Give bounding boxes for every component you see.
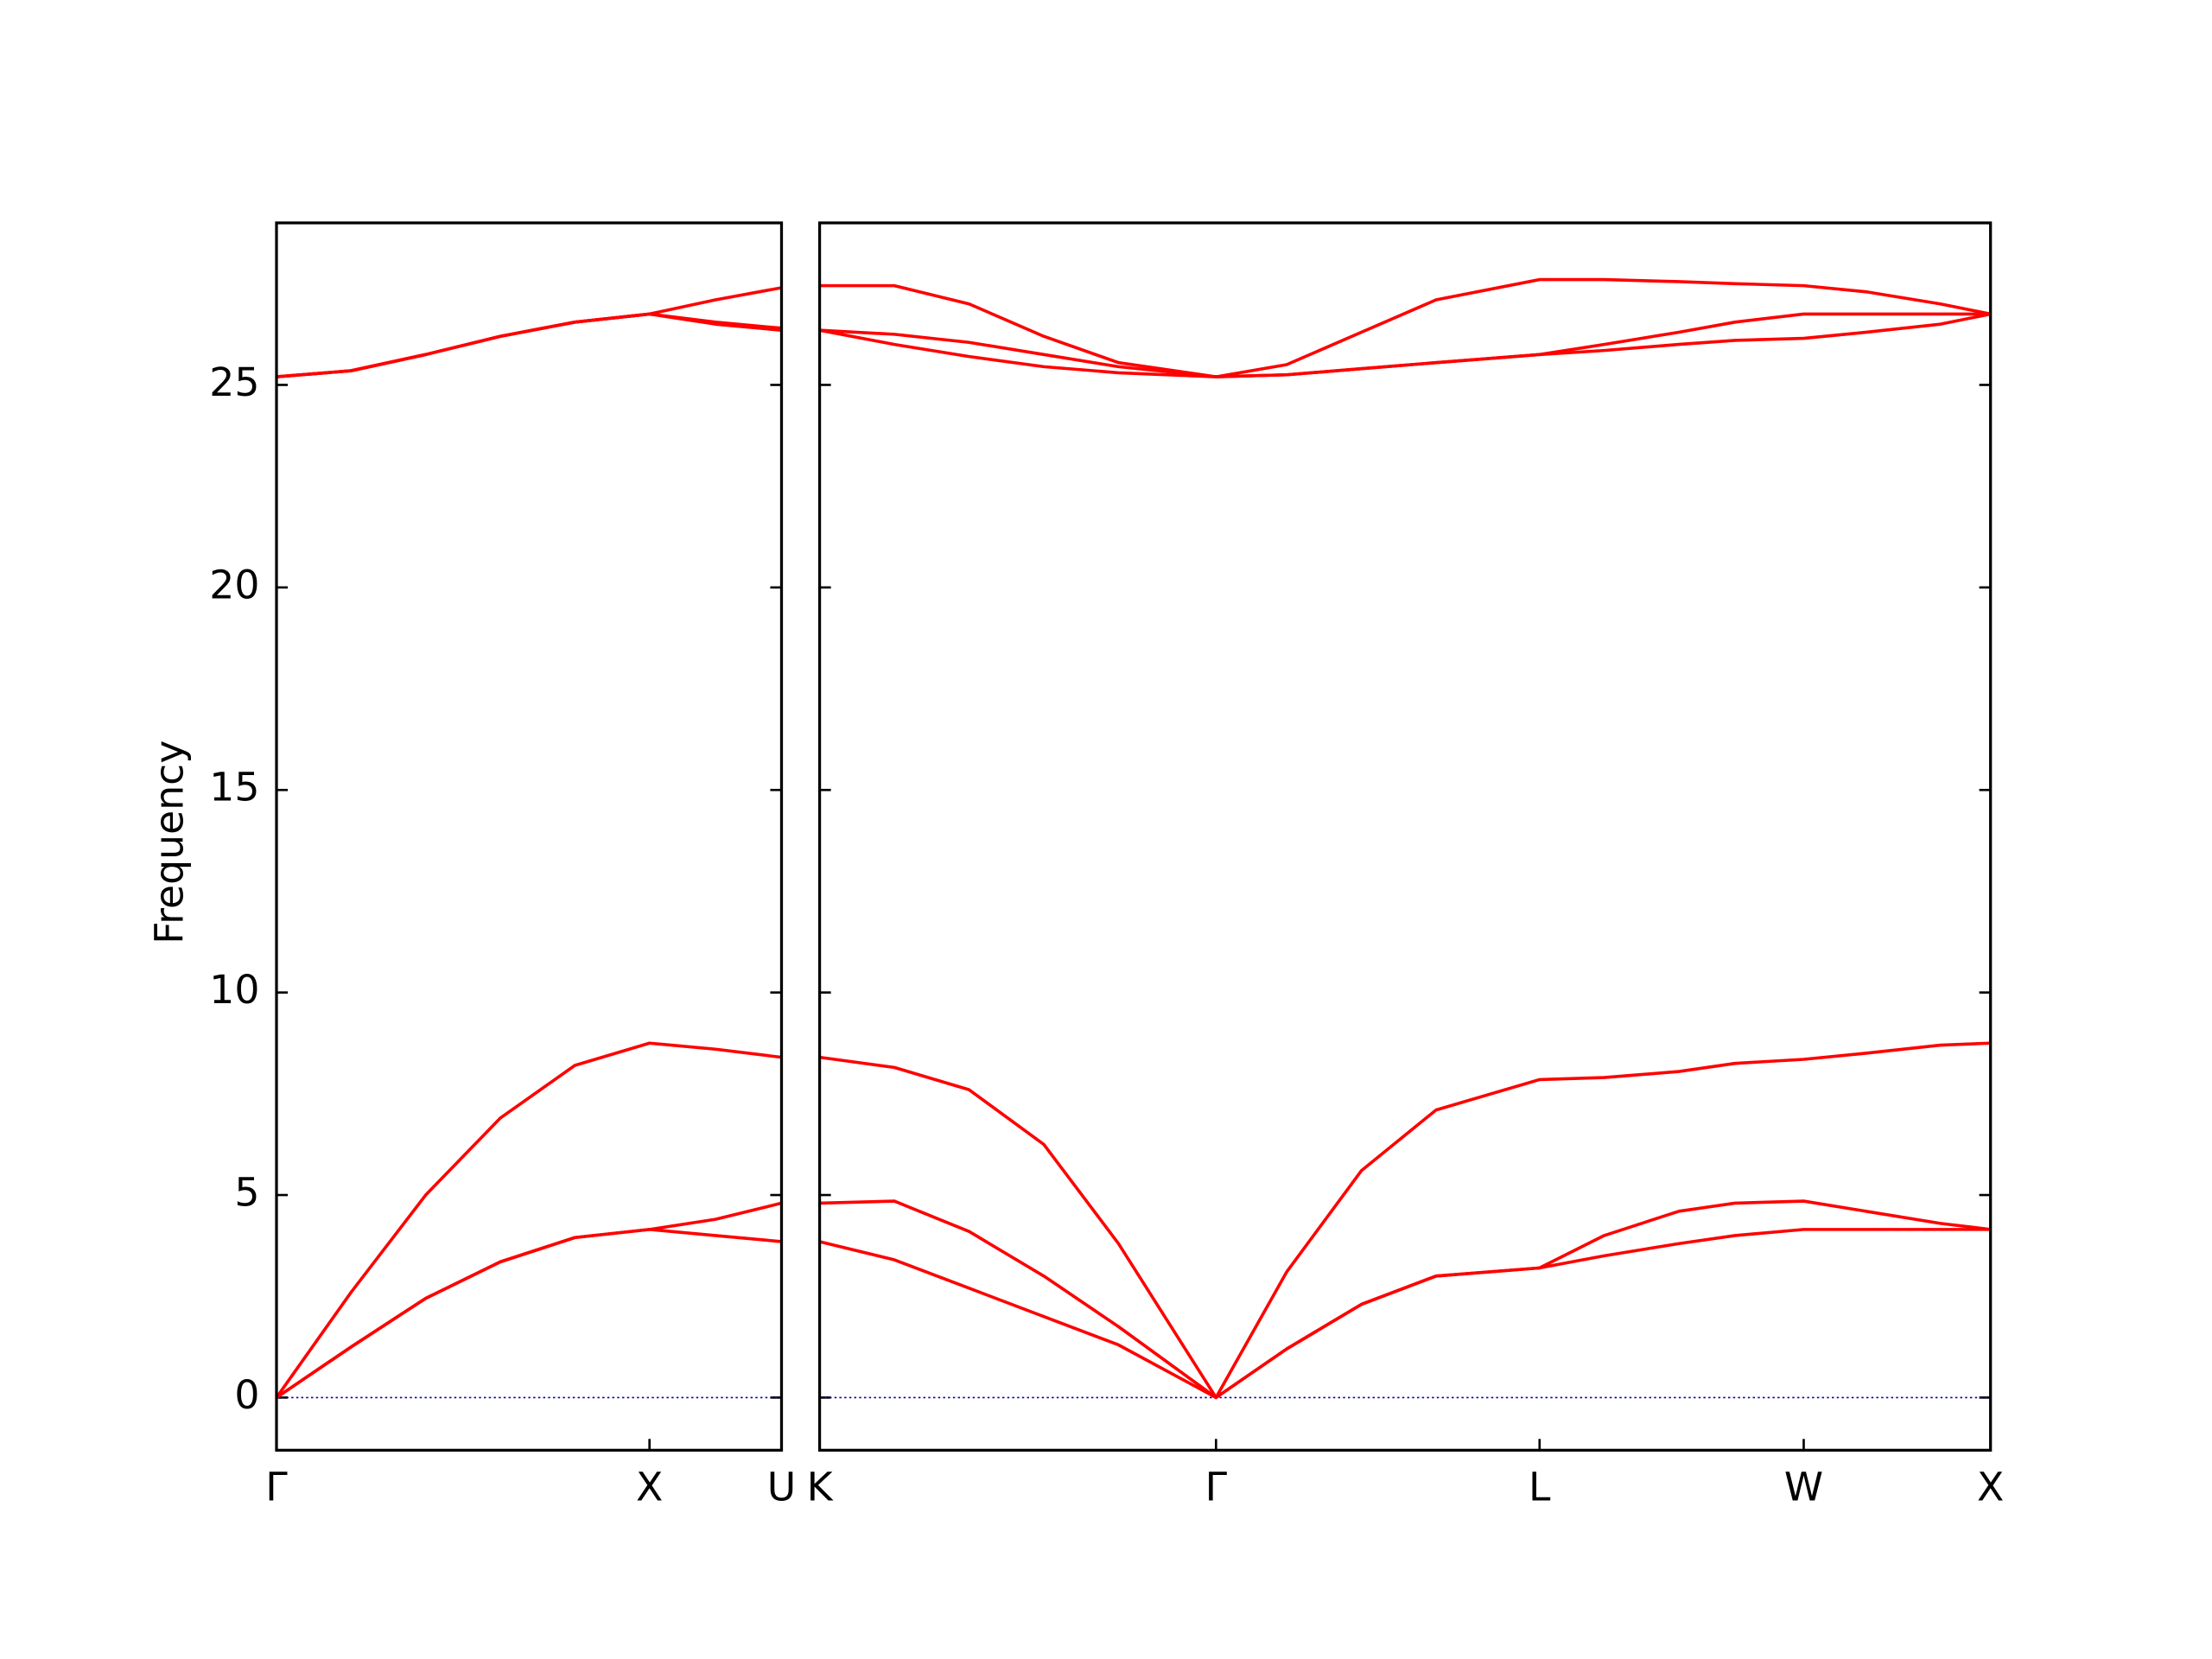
x-tick-label: U [767, 1465, 796, 1510]
y-tick-label: 0 [234, 1372, 259, 1418]
x-tick-label: Γ [265, 1465, 288, 1510]
band-line [819, 1199, 1991, 1400]
y-tick-label: 20 [209, 562, 259, 607]
x-tick-label: X [636, 1465, 663, 1510]
x-tick-label: K [807, 1465, 834, 1510]
x-tick-label: X [1977, 1465, 2004, 1510]
x-tick-label: Γ [1205, 1465, 1228, 1510]
plot-frame [275, 221, 784, 1452]
plot-frame [817, 221, 1993, 1452]
x-tick-label: L [1529, 1465, 1551, 1510]
band-line [819, 1041, 1991, 1400]
y-axis-label: Frequency [147, 741, 193, 944]
y-tick-label: 5 [234, 1170, 259, 1216]
y-tick-label: 10 [209, 967, 259, 1013]
band-line [819, 277, 1992, 378]
band-line [275, 1041, 782, 1399]
band-line [275, 1201, 782, 1399]
y-tick-label: 25 [209, 359, 259, 405]
band-line [276, 286, 782, 378]
band-line [819, 312, 1991, 378]
y-tick-label: 15 [209, 765, 259, 810]
x-tick-label: W [1784, 1465, 1823, 1510]
